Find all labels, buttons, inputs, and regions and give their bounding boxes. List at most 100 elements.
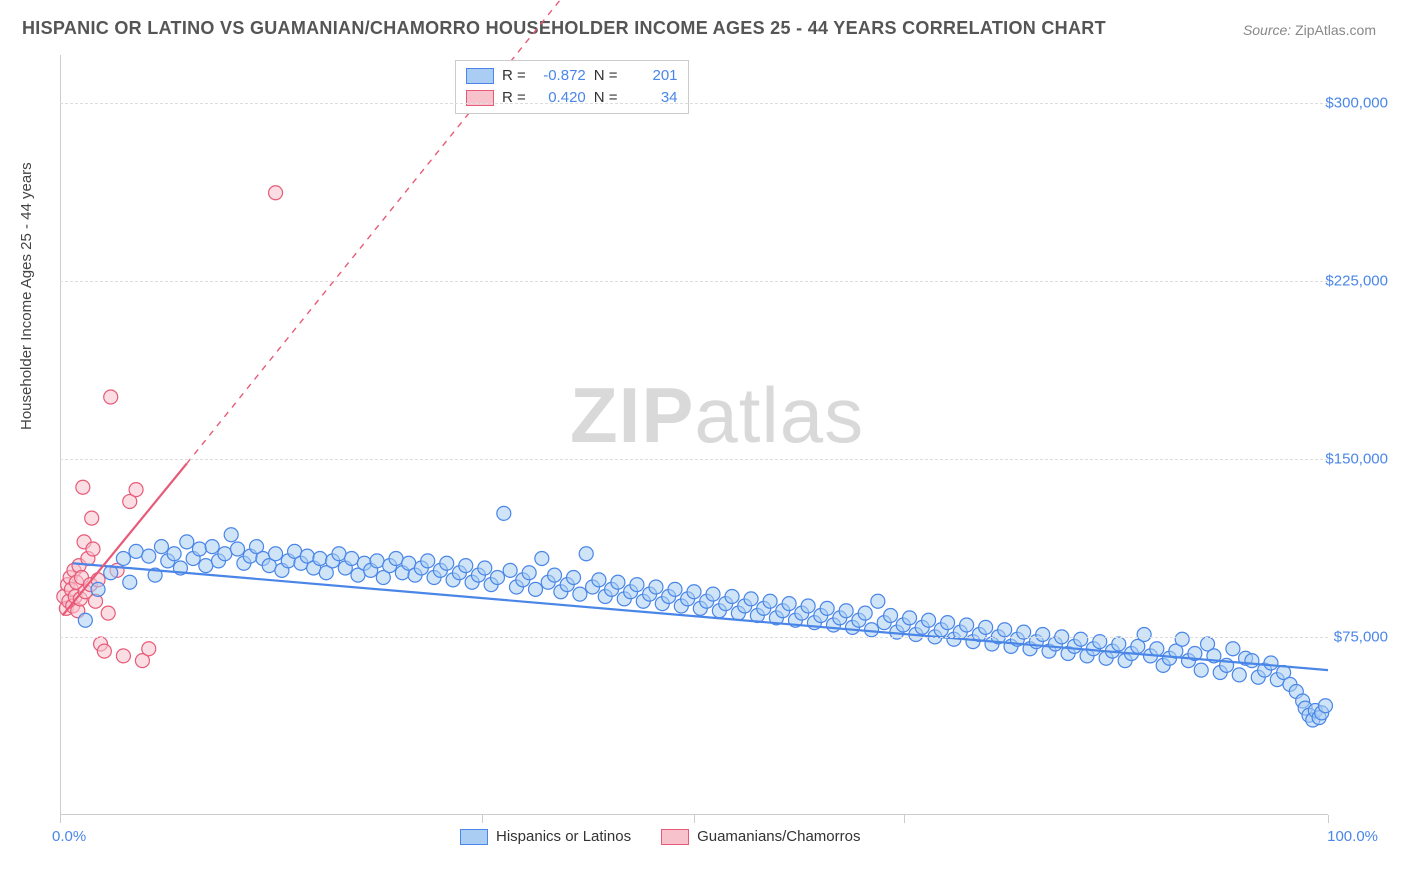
legend-n-label-2: N = bbox=[594, 87, 618, 109]
data-point bbox=[922, 613, 936, 627]
data-point bbox=[998, 623, 1012, 637]
legend-n-label-1: N = bbox=[594, 65, 618, 87]
data-point bbox=[192, 542, 206, 556]
data-point bbox=[440, 556, 454, 570]
source-label: Source: bbox=[1243, 22, 1291, 38]
x-tick-mark bbox=[1328, 815, 1329, 823]
data-point bbox=[104, 390, 118, 404]
data-point bbox=[313, 552, 327, 566]
data-point bbox=[1175, 632, 1189, 646]
data-point bbox=[611, 575, 625, 589]
data-point bbox=[960, 618, 974, 632]
data-point bbox=[490, 571, 504, 585]
gridline bbox=[60, 281, 1328, 282]
data-point bbox=[1150, 642, 1164, 656]
data-point bbox=[78, 613, 92, 627]
data-point bbox=[744, 592, 758, 606]
series-legend-item-1: Hispanics or Latinos bbox=[460, 828, 631, 845]
data-point bbox=[91, 582, 105, 596]
data-point bbox=[503, 563, 517, 577]
data-point bbox=[478, 561, 492, 575]
series-name-2: Guamanians/Chamorros bbox=[697, 828, 860, 845]
data-point bbox=[142, 549, 156, 563]
legend-r-label-2: R = bbox=[502, 87, 526, 109]
x-tick-mark bbox=[60, 815, 61, 823]
y-tick-label: $75,000 bbox=[1334, 628, 1388, 645]
y-tick-label: $300,000 bbox=[1325, 94, 1388, 111]
data-point bbox=[421, 554, 435, 568]
data-point bbox=[154, 540, 168, 554]
data-point bbox=[332, 547, 346, 561]
series-legend: Hispanics or Latinos Guamanians/Chamorro… bbox=[460, 828, 860, 845]
source-attribution: Source: ZipAtlas.com bbox=[1243, 22, 1376, 38]
data-point bbox=[180, 535, 194, 549]
data-point bbox=[370, 554, 384, 568]
source-name: ZipAtlas.com bbox=[1295, 22, 1376, 38]
chart-svg bbox=[60, 55, 1328, 815]
series-name-1: Hispanics or Latinos bbox=[496, 828, 631, 845]
data-point bbox=[1074, 632, 1088, 646]
data-point bbox=[979, 620, 993, 634]
data-point bbox=[535, 552, 549, 566]
stats-legend: R = -0.872 N = 201 R = 0.420 N = 34 bbox=[455, 60, 689, 114]
data-point bbox=[116, 649, 130, 663]
data-point bbox=[858, 606, 872, 620]
x-axis-max-label: 100.0% bbox=[1327, 828, 1378, 845]
legend-swatch-pink bbox=[466, 90, 494, 106]
data-point bbox=[389, 552, 403, 566]
data-point bbox=[205, 540, 219, 554]
legend-n-value-2: 34 bbox=[626, 87, 678, 109]
legend-r-value-1: -0.872 bbox=[534, 65, 586, 87]
data-point bbox=[668, 582, 682, 596]
series-swatch-blue bbox=[460, 829, 488, 845]
legend-r-label-1: R = bbox=[502, 65, 526, 87]
x-axis-min-label: 0.0% bbox=[52, 828, 86, 845]
data-point bbox=[167, 547, 181, 561]
data-point bbox=[839, 604, 853, 618]
data-point bbox=[573, 587, 587, 601]
y-axis-label: Householder Income Ages 25 - 44 years bbox=[18, 162, 35, 430]
data-point bbox=[567, 571, 581, 585]
data-point bbox=[1137, 628, 1151, 642]
data-point bbox=[224, 528, 238, 542]
legend-swatch-blue bbox=[466, 68, 494, 84]
y-tick-label: $225,000 bbox=[1325, 272, 1388, 289]
legend-n-value-1: 201 bbox=[626, 65, 678, 87]
gridline bbox=[60, 637, 1328, 638]
data-point bbox=[1264, 656, 1278, 670]
data-point bbox=[142, 642, 156, 656]
x-tick-mark bbox=[694, 815, 695, 823]
data-point bbox=[116, 552, 130, 566]
gridline bbox=[60, 459, 1328, 460]
data-point bbox=[579, 547, 593, 561]
data-point bbox=[459, 559, 473, 573]
data-point bbox=[85, 511, 99, 525]
stats-legend-row-2: R = 0.420 N = 34 bbox=[466, 87, 678, 109]
data-point bbox=[1194, 663, 1208, 677]
data-point bbox=[123, 575, 137, 589]
data-point bbox=[529, 582, 543, 596]
data-point bbox=[1232, 668, 1246, 682]
data-point bbox=[706, 587, 720, 601]
data-point bbox=[199, 559, 213, 573]
data-point bbox=[1036, 628, 1050, 642]
data-point bbox=[630, 578, 644, 592]
chart-title: HISPANIC OR LATINO VS GUAMANIAN/CHAMORRO… bbox=[22, 18, 1106, 39]
data-point bbox=[592, 573, 606, 587]
data-point bbox=[218, 547, 232, 561]
x-tick-mark bbox=[482, 815, 483, 823]
data-point bbox=[269, 547, 283, 561]
data-point bbox=[231, 542, 245, 556]
data-point bbox=[725, 590, 739, 604]
data-point bbox=[269, 186, 283, 200]
gridline bbox=[60, 103, 1328, 104]
data-point bbox=[86, 542, 100, 556]
data-point bbox=[649, 580, 663, 594]
data-point bbox=[941, 616, 955, 630]
data-point bbox=[801, 599, 815, 613]
y-tick-label: $150,000 bbox=[1325, 450, 1388, 467]
trend-line bbox=[73, 563, 1328, 670]
data-point bbox=[101, 606, 115, 620]
data-point bbox=[345, 552, 359, 566]
data-point bbox=[1318, 699, 1332, 713]
